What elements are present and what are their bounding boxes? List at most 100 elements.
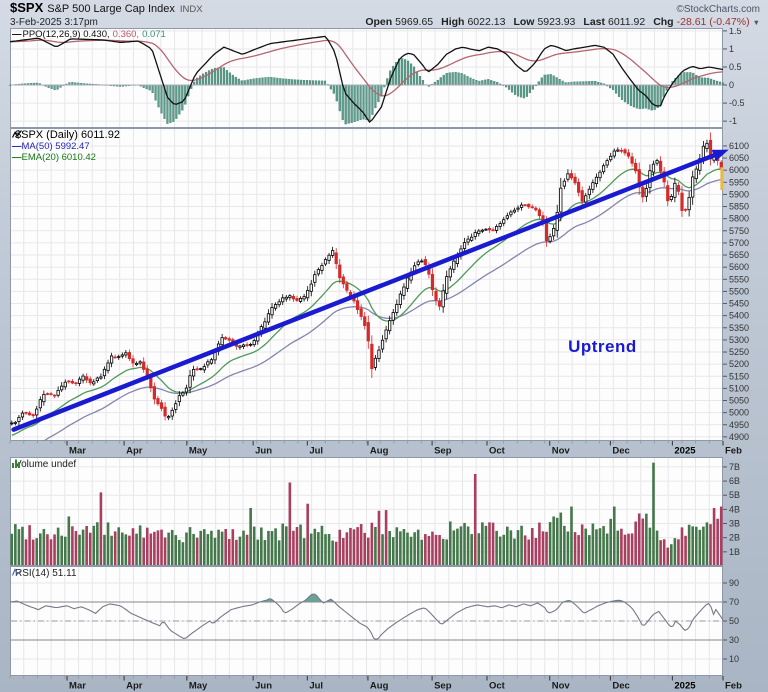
month-label: Apr [126, 446, 143, 457]
trendline [11, 150, 722, 432]
volume-bars [10, 462, 723, 565]
y-axis-label: 1.5 [729, 28, 742, 36]
month-label: Feb [725, 681, 742, 692]
month-label: 2025 [674, 446, 696, 457]
y-axis-label: 5300 [729, 335, 749, 345]
y-axis-label: 90 [729, 578, 739, 588]
low-value: 5923.93 [537, 16, 576, 28]
y-axis-label: 5700 [729, 238, 749, 248]
price-legend-symbol: $SPX (Daily) 6011.92 [15, 129, 120, 141]
rsi-legend: RSI(14) 51.11 [12, 568, 77, 579]
y-axis-label: 6000 [729, 165, 749, 175]
y-axis-label: 4B [729, 504, 740, 514]
price-panel: $SPX (Daily) 6011.92 —MA(50) 5992.47 —EM… [0, 128, 768, 441]
y-axis-label: -0.5 [729, 98, 745, 108]
ppo-legend: —PPO(12,26,9) 0.430, 0.360, 0.071 [12, 29, 166, 40]
chg-dropdown-icon[interactable]: ▼ [752, 18, 760, 27]
month-label: Jul [309, 681, 323, 692]
y-axis-label: 1B [729, 547, 740, 557]
month-label: Jul [309, 446, 323, 457]
month-label: Sep [434, 446, 452, 457]
y-axis-label: 5200 [729, 359, 749, 369]
y-axis-label: 2B [729, 533, 740, 543]
y-axis-label: -1 [729, 116, 737, 126]
volume-legend: Volume undef [12, 459, 76, 470]
y-axis-label: 1 [729, 44, 734, 54]
ma50-line [42, 178, 722, 441]
quote-bar: Open 5969.65 High 6022.13 Low 5923.93 Last 6011… [357, 16, 760, 29]
symbol: $SPX [10, 0, 44, 15]
chg-label: Chg [653, 16, 674, 28]
y-axis-label: 5500 [729, 286, 749, 296]
month-label: Oct [489, 446, 506, 457]
low-label: Low [513, 16, 535, 28]
y-axis-label: 10 [729, 654, 739, 664]
volume-panel: Volume undef 7B 6B 5B 4B 3B 2B 1B [0, 457, 768, 566]
y-axis-label: 3B [729, 519, 740, 529]
last-label: Last [583, 16, 605, 28]
y-axis-label: 0 [729, 80, 734, 90]
y-axis-label: 5800 [729, 214, 749, 224]
y-axis-label: 5900 [729, 189, 749, 199]
month-label: Nov [552, 681, 571, 692]
month-label: 2025 [674, 681, 696, 692]
y-axis-label: 5250 [729, 347, 749, 357]
volume-legend-text: Volume undef [15, 459, 77, 470]
trendline-arrowhead [711, 149, 729, 161]
y-axis-label: 50 [729, 616, 739, 626]
ema20-line [11, 168, 722, 436]
y-axis-label: 5B [729, 490, 740, 500]
symbol-name: S&P 500 Large Cap Index [47, 3, 175, 15]
chart-header: $SPX S&P 500 Large Cap Index INDX ©StockCh… [0, 0, 768, 28]
month-label: May [189, 681, 208, 692]
month-label: Dec [612, 446, 629, 457]
y-axis-label: 5850 [729, 202, 749, 212]
last-value: 6011.92 [608, 16, 646, 28]
y-axis-label: 6B [729, 476, 740, 486]
ppo-line [9, 35, 724, 123]
y-axis-label: 6100 [729, 141, 749, 151]
month-label: Oct [489, 681, 506, 692]
ema20-swatch: — [12, 152, 22, 163]
date-axis-upper: Mar Apr May Jun Jul Aug Sep Oct Nov Dec 2025 Feb [0, 441, 768, 457]
y-axis-label: 30 [729, 635, 739, 645]
y-axis-label: 5400 [729, 311, 749, 321]
ppo-legend-signal: 0.360, [112, 29, 140, 40]
rsi-panel: RSI(14) 51.11 90 70 50 30 10 [0, 566, 768, 676]
y-axis-label: 4950 [729, 420, 749, 430]
month-label: Feb [725, 446, 742, 457]
y-axis-label: 7B [729, 462, 740, 472]
chg-value: -28.61 (-0.47%) [676, 16, 750, 28]
ppo-line-swatch: — [12, 29, 22, 40]
month-label: Mar [69, 681, 86, 692]
month-label: Sep [434, 681, 452, 692]
y-axis-label: 5650 [729, 250, 749, 260]
y-axis-label: 5550 [729, 274, 749, 284]
y-axis-label: 4900 [729, 432, 749, 441]
date-axis-lower: Mar Apr May Jun Jul Aug Sep Oct Nov Dec 2025 Feb [0, 676, 768, 692]
y-axis-label: 0.5 [729, 62, 742, 72]
month-label: Jun [255, 681, 272, 692]
y-axis-label: 5000 [729, 408, 749, 418]
last-bar-highlight [720, 167, 724, 191]
symbol-block: $SPX S&P 500 Large Cap Index INDX [10, 1, 203, 16]
exchange: INDX [179, 4, 203, 15]
open-value: 5969.65 [395, 16, 434, 28]
y-axis-label: 6050 [729, 153, 749, 163]
y-axis-label: 5150 [729, 371, 749, 381]
month-label: Mar [69, 446, 86, 457]
y-axis-label: 5450 [729, 299, 749, 309]
rsi-legend-text: RSI(14) 51.11 [15, 568, 77, 579]
month-label: Apr [126, 681, 143, 692]
month-label: Nov [552, 446, 571, 457]
y-axis-label: 5600 [729, 262, 749, 272]
ppo-legend-hist: 0.071 [142, 29, 166, 40]
open-label: Open [365, 16, 393, 28]
y-axis-label: 70 [729, 597, 739, 607]
price-legend-ma50: MA(50) 5992.47 [21, 141, 90, 152]
price-legend-ema20: EMA(20) 6010.42 [21, 152, 96, 163]
month-label: Dec [612, 681, 629, 692]
y-axis-label: 5750 [729, 226, 749, 236]
high-value: 6022.13 [467, 16, 506, 28]
month-label: Aug [370, 446, 389, 457]
